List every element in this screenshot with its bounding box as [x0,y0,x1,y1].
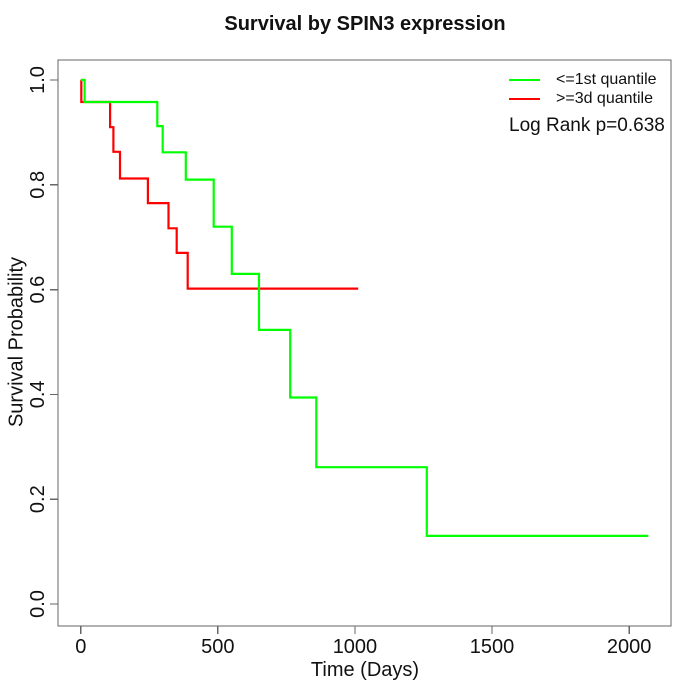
x-tick-label: 1500 [470,636,515,658]
x-tick-label: 500 [201,636,234,658]
log-rank-annotation: Log Rank p=0.638 [509,115,665,136]
y-axis-label: Survival Probability [5,256,28,428]
legend-item: >=3d quantile [509,89,657,108]
legend: <=1st quantile >=3d quantile [509,70,657,108]
y-tick-label: 0.2 [27,485,49,513]
chart-title: Survival by SPIN3 expression [224,13,506,35]
y-tick-label: 0.4 [27,380,49,408]
x-axis-label: Time (Days) [310,659,420,681]
legend-line-swatch [509,97,540,100]
y-tick-label: 0.8 [27,171,49,199]
legend-item: <=1st quantile [509,70,657,89]
y-tick-label: 0.0 [27,590,49,618]
legend-label: <=1st quantile [556,70,657,88]
x-tick-label: 1000 [333,636,378,658]
survival-curve [80,78,649,537]
legend-label: >=3d quantile [556,89,653,107]
y-tick-label: 1.0 [27,66,49,94]
legend-line-swatch [509,78,540,81]
plot-box [57,59,672,627]
survival-curve [80,78,359,290]
y-tick-label: 0.6 [27,276,49,304]
x-tick-label: 0 [75,636,86,658]
x-tick-label: 2000 [607,636,652,658]
